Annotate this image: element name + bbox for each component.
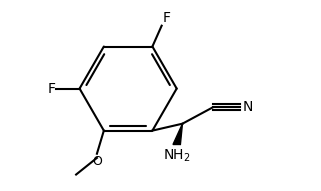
Text: O: O [92, 155, 102, 168]
Text: F: F [47, 82, 55, 96]
Text: N: N [242, 100, 253, 114]
Text: F: F [163, 11, 171, 24]
Polygon shape [173, 124, 182, 144]
Text: NH$_2$: NH$_2$ [163, 148, 191, 164]
